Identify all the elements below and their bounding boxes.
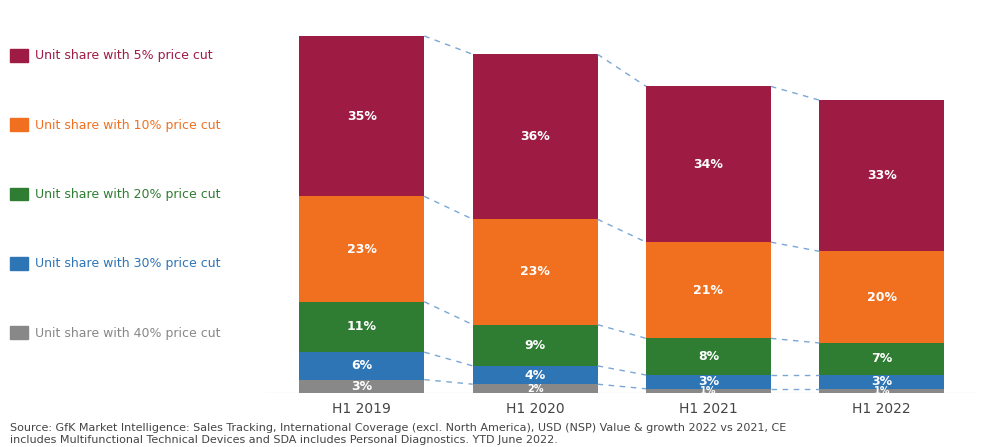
Bar xyxy=(818,375,944,389)
Text: 20%: 20% xyxy=(866,291,896,304)
Text: 21%: 21% xyxy=(693,284,723,297)
Text: 3%: 3% xyxy=(351,380,372,393)
Bar xyxy=(472,219,597,325)
Bar xyxy=(472,55,597,219)
Text: 34%: 34% xyxy=(693,158,723,171)
Bar xyxy=(299,380,424,393)
Text: 23%: 23% xyxy=(346,243,377,256)
Bar xyxy=(472,384,597,393)
Text: 3%: 3% xyxy=(871,375,891,388)
Bar xyxy=(646,338,770,375)
Text: 11%: 11% xyxy=(346,320,377,333)
Text: 2%: 2% xyxy=(527,384,543,394)
Bar xyxy=(299,196,424,302)
Text: Unit share with 10% price cut: Unit share with 10% price cut xyxy=(35,118,220,132)
Bar xyxy=(818,389,944,393)
Bar xyxy=(472,366,597,384)
Bar xyxy=(646,242,770,338)
Text: 6%: 6% xyxy=(351,359,372,372)
Text: Unit share with 5% price cut: Unit share with 5% price cut xyxy=(35,49,212,63)
Bar xyxy=(818,343,944,375)
Bar xyxy=(646,389,770,393)
Text: Unit share with 20% price cut: Unit share with 20% price cut xyxy=(35,188,220,201)
Text: 4%: 4% xyxy=(524,368,545,382)
Bar xyxy=(646,375,770,389)
Text: 23%: 23% xyxy=(520,266,549,278)
Text: 36%: 36% xyxy=(520,130,549,143)
Text: 35%: 35% xyxy=(346,110,377,122)
Bar xyxy=(818,251,944,343)
Text: 3%: 3% xyxy=(697,375,719,388)
Bar xyxy=(818,100,944,251)
Text: 1%: 1% xyxy=(699,386,716,396)
Text: 8%: 8% xyxy=(697,350,719,363)
Text: 7%: 7% xyxy=(871,353,891,366)
Bar xyxy=(299,302,424,352)
Text: 9%: 9% xyxy=(524,339,545,352)
Bar xyxy=(646,86,770,242)
Bar xyxy=(299,36,424,196)
Text: Unit share with 40% price cut: Unit share with 40% price cut xyxy=(35,326,220,340)
Text: Unit share with 30% price cut: Unit share with 30% price cut xyxy=(35,257,220,270)
Text: 1%: 1% xyxy=(873,386,889,396)
Text: 33%: 33% xyxy=(866,169,895,182)
Bar xyxy=(299,352,424,380)
Bar xyxy=(472,325,597,366)
Text: Source: GfK Market Intelligence: Sales Tracking, International Coverage (excl. N: Source: GfK Market Intelligence: Sales T… xyxy=(10,423,785,445)
